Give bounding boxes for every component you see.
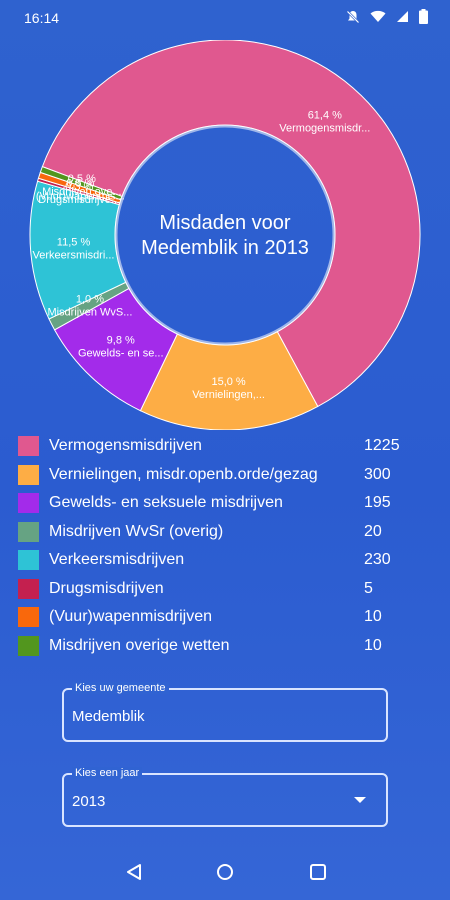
- slice-name-label: Misdrijven WvS...: [47, 307, 132, 319]
- legend-swatch: [18, 578, 39, 599]
- battery-icon: [419, 9, 428, 24]
- legend-swatch: [18, 521, 39, 542]
- donut-chart: Misdaden voor Medemblik in 2013 61,4 %Ve…: [29, 40, 421, 430]
- navigation-bar: [0, 845, 450, 900]
- legend-swatch: [18, 550, 39, 571]
- year-select[interactable]: Kies een jaar 2013: [62, 767, 388, 827]
- legend-value: 10: [364, 636, 382, 654]
- legend-item: Verkeersmisdrijven 230: [18, 546, 432, 575]
- legend-value: 10: [364, 608, 382, 626]
- status-icons: [346, 9, 428, 24]
- slice-percent-label: 15,0 %: [211, 376, 245, 388]
- dropdown-arrow-icon[interactable]: [354, 797, 366, 803]
- legend-label: Vernielingen, misdr.openb.orde/gezag: [49, 465, 318, 483]
- legend-swatch: [18, 493, 39, 514]
- legend-item: Drugsmisdrijven 5: [18, 575, 432, 604]
- legend-value: 1225: [364, 437, 400, 455]
- chart-center-ring: [114, 124, 336, 346]
- legend-item: (Vuur)wapenmisdrijven 10: [18, 603, 432, 632]
- slice-name-label: Verkeersmisdri...: [33, 250, 115, 262]
- legend-swatch: [18, 635, 39, 656]
- legend-label: (Vuur)wapenmisdrijven: [49, 608, 213, 626]
- legend-value: 300: [364, 465, 391, 483]
- legend-swatch: [18, 464, 39, 485]
- legend-swatch: [18, 436, 39, 457]
- chart-title-line-2: Medemblik in 2013: [141, 237, 309, 259]
- slice-percent-label: 9,8 %: [107, 335, 135, 347]
- legend-value: 5: [364, 579, 373, 597]
- slice-percent-label: 1,0 %: [76, 294, 104, 306]
- chart-legend: Vermogensmisdrijven 1225 Vernielingen, m…: [18, 432, 432, 660]
- slice-percent-label: 0,5 %: [66, 177, 94, 189]
- slice-percent-label: 61,4 %: [308, 109, 342, 121]
- wifi-icon: [370, 10, 386, 22]
- mute-icon: [346, 10, 360, 23]
- slice-name-label: Misdrijven ove...: [42, 186, 121, 198]
- recents-icon[interactable]: [309, 863, 327, 881]
- legend-label: Vermogensmisdrijven: [49, 437, 202, 455]
- legend-label: Misdrijven overige wetten: [49, 636, 230, 654]
- slice-percent-label: 0,5 %: [68, 173, 96, 185]
- slice-name-label: Drugsmisdrijve...: [38, 194, 120, 206]
- year-select-value: 2013: [72, 793, 106, 810]
- slice-name-label: Vernielingen,...: [192, 389, 265, 401]
- legend-label: Drugsmisdrijven: [49, 579, 164, 597]
- cell-signal-icon: [397, 11, 408, 22]
- municipality-field-label: Kies uw gemeente: [72, 682, 169, 694]
- legend-item: Vermogensmisdrijven 1225: [18, 432, 432, 461]
- status-time: 16:14: [24, 10, 60, 26]
- status-bar: 16:14: [0, 0, 450, 34]
- chart-title-line-1: Misdaden voor: [159, 212, 291, 234]
- legend-item: Misdrijven WvSr (overig) 20: [18, 518, 432, 547]
- legend-label: Misdrijven WvSr (overig): [49, 522, 224, 540]
- legend-value: 20: [364, 522, 382, 540]
- home-icon[interactable]: [216, 863, 234, 881]
- legend-value: 195: [364, 494, 391, 512]
- legend-swatch: [18, 607, 39, 628]
- slice-percent-label: 0,3 %: [65, 181, 93, 193]
- year-select-label: Kies een jaar: [72, 767, 143, 779]
- legend-item: Gewelds- en seksuele misdrijven 195: [18, 489, 432, 518]
- slice-percent-label: 11,5 %: [57, 237, 91, 249]
- legend-label: Verkeersmisdrijven: [49, 551, 185, 569]
- legend-label: Gewelds- en seksuele misdrijven: [49, 494, 283, 512]
- legend-value: 230: [364, 551, 391, 569]
- municipality-field-value[interactable]: Medemblik: [72, 708, 145, 725]
- slice-name-label: Gewelds- en se...: [78, 348, 164, 360]
- legend-item: Vernielingen, misdr.openb.orde/gezag 300: [18, 461, 432, 490]
- legend-item: Misdrijven overige wetten 10: [18, 632, 432, 661]
- municipality-field[interactable]: Kies uw gemeente Medemblik: [62, 682, 388, 742]
- back-icon[interactable]: [125, 863, 143, 881]
- slice-name-label: Vermogensmisdr...: [279, 122, 370, 134]
- slice-name-label: (Vuur)wapenmis...: [36, 190, 125, 202]
